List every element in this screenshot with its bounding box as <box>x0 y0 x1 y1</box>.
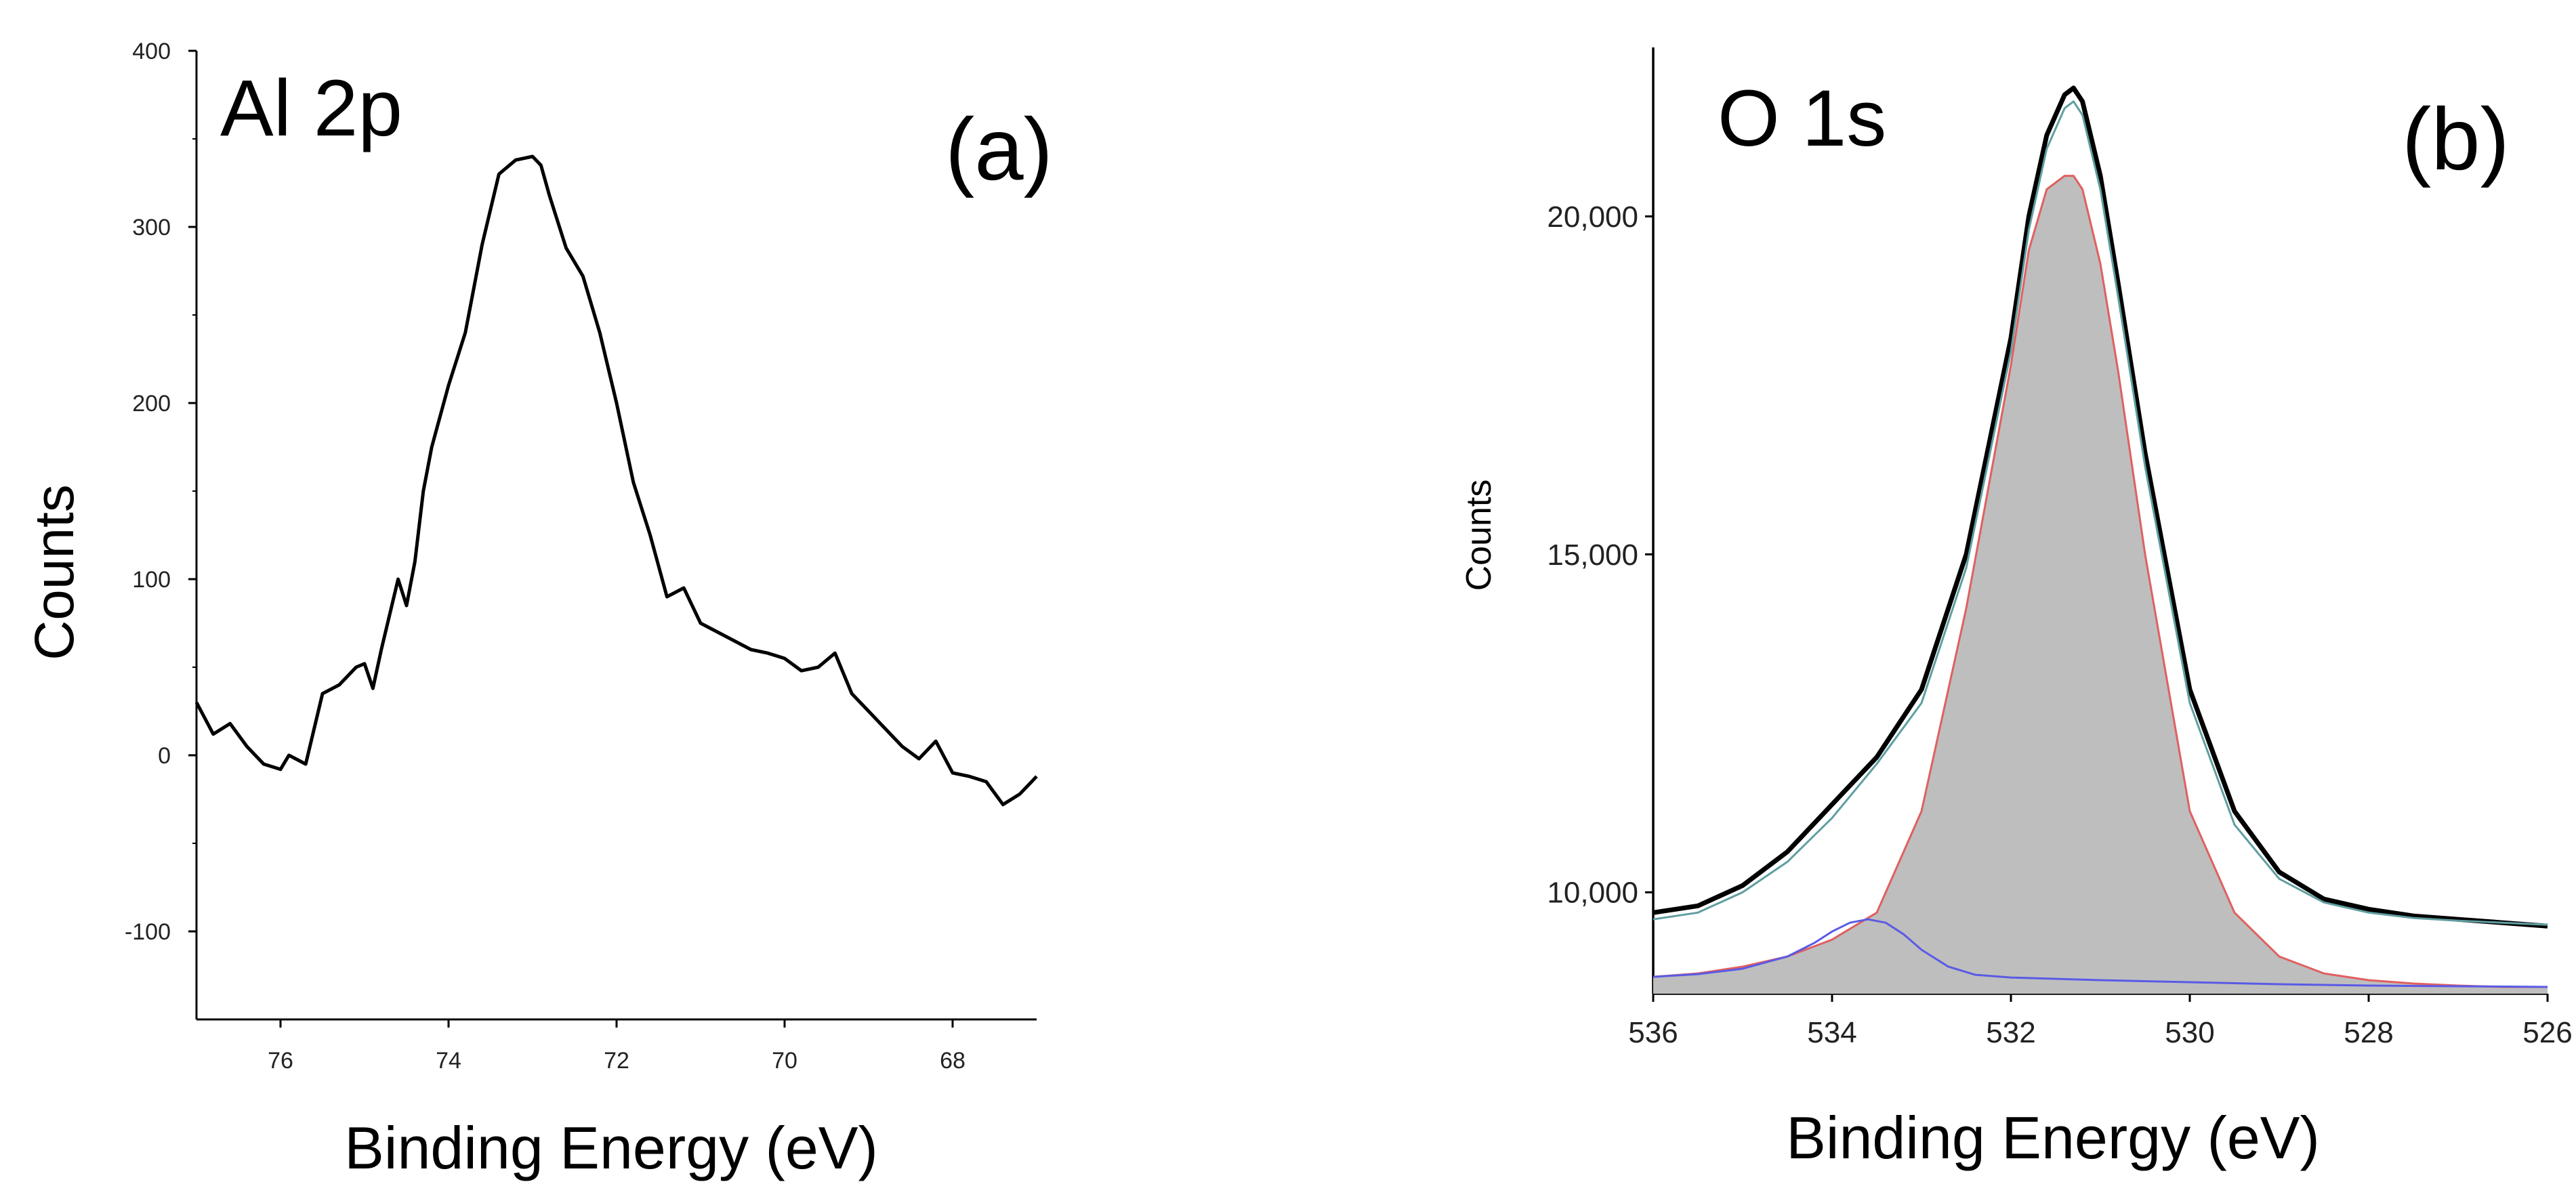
a-x-tick-label: 72 <box>604 1048 629 1074</box>
b-series-1-line <box>1653 100 2548 926</box>
panel-b-title: O 1s <box>1718 74 1886 163</box>
b-y-tick-label: 15,000 <box>1547 539 1638 572</box>
panel-a-y-axis-title: Counts <box>24 484 85 660</box>
b-y-tick-label: 20,000 <box>1547 200 1638 234</box>
a-x-tick-label: 70 <box>772 1048 797 1074</box>
a-y-tick-label: 300 <box>132 215 171 240</box>
b-x-tick-label: 526 <box>2522 1016 2572 1049</box>
a-series-0-line <box>194 154 1038 807</box>
b-x-tick-label: 532 <box>1986 1016 2035 1049</box>
panel-b-chart: 536 534 532 530 528 526 10,000 15,000 20,000 O 1… <box>1459 47 2573 1171</box>
panel-b-plot-area: 536 534 532 530 528 526 10,000 15,000 20,000 <box>1547 47 2573 1049</box>
panel-b-y-axis-title: Counts <box>1459 480 1499 591</box>
a-x-tick-label: 68 <box>940 1048 965 1074</box>
panel-a-x-axis-title: Binding Energy (eV) <box>344 1114 878 1181</box>
b-y-tick-label: 10,000 <box>1547 877 1638 910</box>
panel-b-label: (b) <box>2402 89 2510 188</box>
a-y-tick-label: 0 <box>158 743 171 769</box>
panel-a-plot-area: 76 74 72 70 68 -100 0 100 200 300 400 <box>125 39 1038 1074</box>
panel-a-label: (a) <box>945 100 1053 198</box>
a-y-tick-label: 200 <box>132 391 171 417</box>
a-y-tick-label: 400 <box>132 39 171 64</box>
b-x-tick-label: 534 <box>1807 1016 1856 1049</box>
b-x-tick-label: 530 <box>2165 1016 2214 1049</box>
a-y-tick-label: 100 <box>132 567 171 593</box>
b-x-tick-label: 528 <box>2344 1016 2393 1049</box>
b-series-0-line <box>1653 85 2548 929</box>
b-series-2-line <box>1653 175 2548 988</box>
a-y-tick-label: -100 <box>125 919 171 945</box>
b-series-2-fill <box>1653 175 2548 994</box>
panel-b-x-axis-title: Binding Energy (eV) <box>1786 1104 2320 1171</box>
panel-a-chart: 76 74 72 70 68 -100 0 100 200 300 400 Al 2p (a) Bi… <box>24 39 1053 1181</box>
b-series-3-line <box>1653 918 2548 988</box>
b-x-tick-label: 536 <box>1628 1016 1678 1049</box>
a-x-tick-label: 76 <box>268 1048 293 1074</box>
panel-a-title: Al 2p <box>220 64 402 153</box>
a-x-tick-label: 74 <box>436 1048 461 1074</box>
